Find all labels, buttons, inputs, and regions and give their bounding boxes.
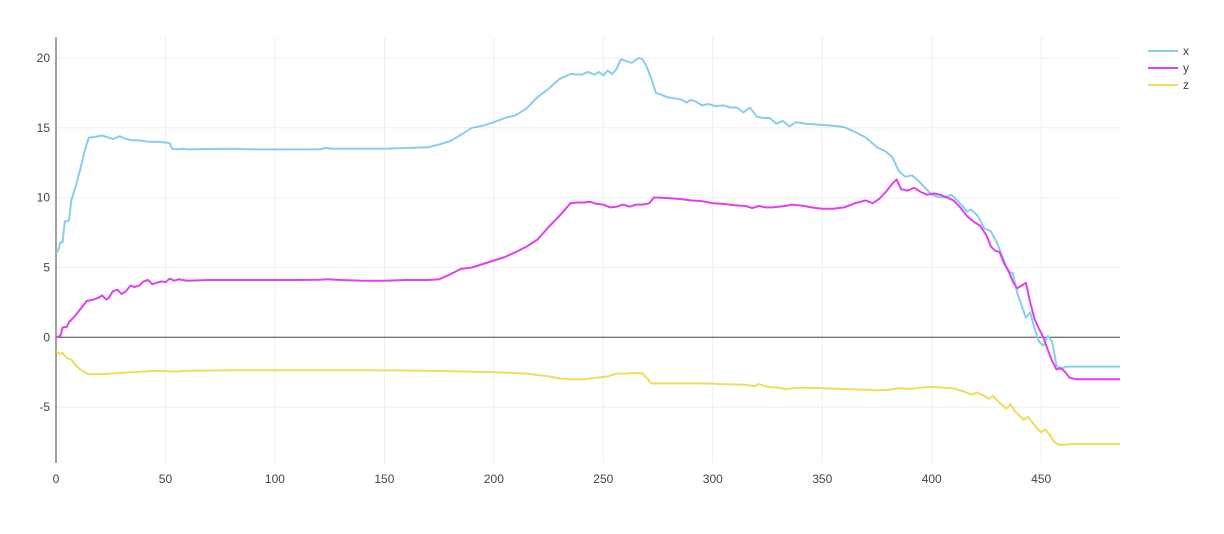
x-tick-label: 350	[812, 472, 832, 486]
x-tick-label: 100	[265, 472, 285, 486]
y-tick-label: 0	[43, 330, 50, 344]
axis-layer: 0 50 100 150 200 250 300 350 400 450 -5 0 5 10 15 20	[37, 37, 1120, 486]
x-tick-label: 250	[593, 472, 613, 486]
y-tick-label: 5	[43, 260, 50, 274]
y-tick-label: 10	[37, 191, 51, 205]
series-line-y	[55, 178, 1120, 381]
legend-label-x: x	[1183, 44, 1189, 58]
legend-label-y: y	[1183, 61, 1189, 75]
series-line-x	[55, 57, 1120, 371]
legend: xyz	[1148, 44, 1189, 92]
grid-layer	[56, 37, 1120, 463]
x-tick-label: 50	[159, 472, 173, 486]
series-layer	[55, 57, 1120, 446]
y-tick-label: -5	[39, 400, 50, 414]
x-tick-label: 200	[484, 472, 504, 486]
x-tick-label: 150	[374, 472, 394, 486]
legend-label-z: z	[1183, 78, 1189, 92]
y-tick-label: 20	[37, 51, 51, 65]
x-tick-label: 300	[703, 472, 723, 486]
x-tick-label: 450	[1031, 472, 1051, 486]
series-line-z	[55, 350, 1120, 446]
y-tick-label: 15	[37, 121, 51, 135]
x-tick-label: 400	[922, 472, 942, 486]
x-tick-label: 0	[53, 472, 60, 486]
